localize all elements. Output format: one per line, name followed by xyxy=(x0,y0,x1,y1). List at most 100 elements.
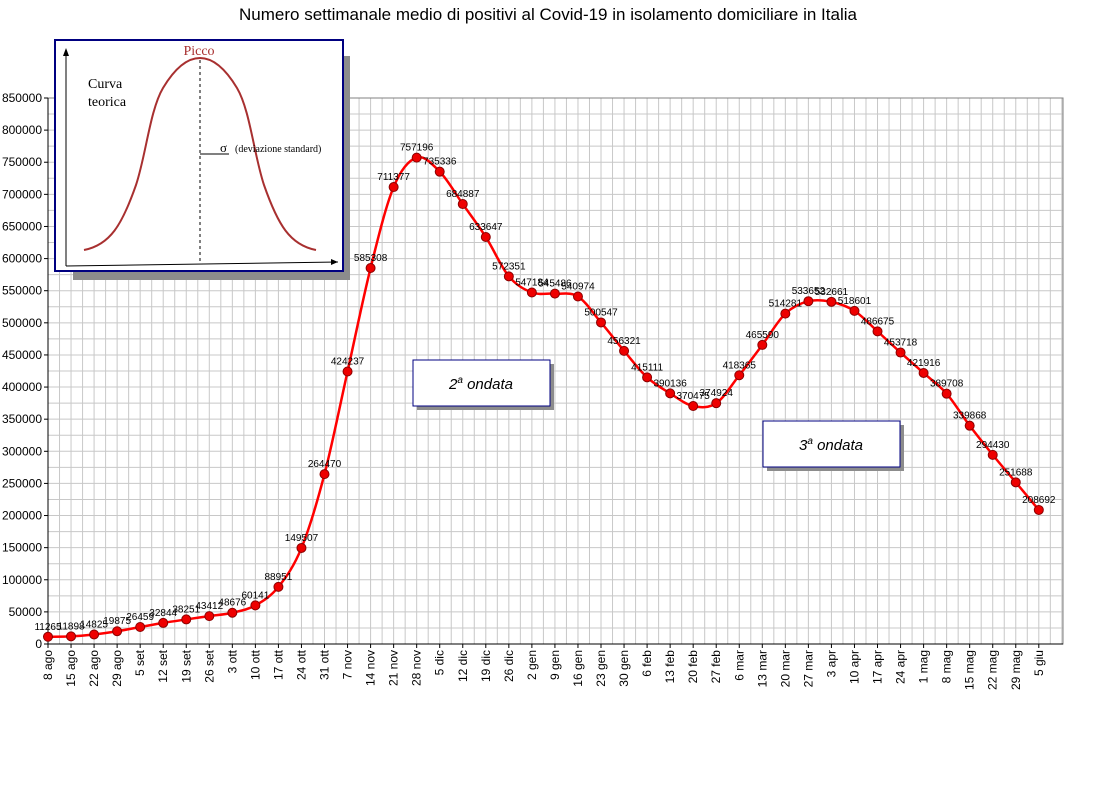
x-tick-label: 13 feb xyxy=(663,650,677,684)
data-point xyxy=(434,166,445,177)
data-label: 339868 xyxy=(953,411,987,422)
data-point xyxy=(734,370,745,381)
y-tick-label: 50000 xyxy=(9,605,43,619)
data-point xyxy=(895,347,906,358)
data-labels: 1126511898148251987526459328443825143412… xyxy=(34,143,1055,633)
data-label: 453718 xyxy=(884,338,918,349)
data-point xyxy=(711,398,722,409)
data-label: 465590 xyxy=(746,330,780,341)
inset-sigma-symbol: σ xyxy=(220,140,227,155)
data-label: 14825 xyxy=(80,619,108,630)
data-label: 43412 xyxy=(195,601,223,612)
data-point xyxy=(319,469,330,480)
x-tick-label: 31 ott xyxy=(318,649,332,680)
data-point xyxy=(273,581,284,592)
inset-peak-label: Picco xyxy=(183,44,214,59)
data-label: 389708 xyxy=(930,379,964,390)
data-label: 48676 xyxy=(218,598,246,609)
data-label: 456321 xyxy=(607,336,641,347)
data-point xyxy=(43,631,53,642)
data-point xyxy=(964,420,975,431)
data-label: 421916 xyxy=(907,358,941,369)
x-tick-label: 20 feb xyxy=(686,650,700,684)
y-tick-label: 800000 xyxy=(2,123,42,137)
x-tick-label: 10 ott xyxy=(248,649,262,680)
data-label: 533652 xyxy=(792,286,826,297)
x-tick-label: 5 set xyxy=(133,649,147,676)
x-tick-label: 5 giu xyxy=(1032,650,1046,676)
data-point xyxy=(204,611,215,622)
data-label: 547184 xyxy=(515,278,549,289)
y-tick-label: 250000 xyxy=(2,476,42,490)
y-tick-label: 100000 xyxy=(2,573,42,587)
x-tick-label: 27 feb xyxy=(709,650,723,684)
data-label: 11898 xyxy=(58,621,86,632)
data-point xyxy=(826,296,837,307)
data-label: 38251 xyxy=(172,604,200,615)
data-point xyxy=(388,182,399,193)
y-tick-label: 700000 xyxy=(2,187,42,201)
annotation-third-wave: 3a ondata xyxy=(762,420,904,471)
inset-sigma-label: (deviazione standard) xyxy=(235,144,321,155)
x-tick-label: 19 set xyxy=(179,649,193,682)
inset-curve-label-1: Curva xyxy=(88,77,123,92)
data-label: 540974 xyxy=(561,282,595,293)
inset-theoretical-curve: Picco Curva teorica σ (deviazione standa… xyxy=(54,39,350,280)
data-label: 19875 xyxy=(103,616,131,627)
data-label: 208692 xyxy=(1022,495,1056,506)
data-label: 757196 xyxy=(400,143,434,154)
y-tick-label: 650000 xyxy=(2,219,42,233)
data-point xyxy=(872,326,883,337)
data-point xyxy=(135,622,146,633)
data-label: 374924 xyxy=(700,388,734,399)
x-tick-label: 8 ago xyxy=(41,650,55,680)
x-tick-label: 23 gen xyxy=(594,650,608,687)
x-tick-label: 27 mar xyxy=(801,650,815,687)
data-point xyxy=(296,542,307,553)
data-point xyxy=(596,317,607,328)
data-label: 11265 xyxy=(34,622,62,633)
data-point xyxy=(918,367,929,378)
x-tick-label: 9 gen xyxy=(548,650,562,680)
x-tick-label: 12 dic xyxy=(456,650,470,682)
x-tick-label: 10 apr xyxy=(847,650,861,684)
x-tick-label: 21 nov xyxy=(387,650,401,686)
x-tick-label: 1 mag xyxy=(917,650,931,683)
data-point xyxy=(181,614,192,625)
data-point xyxy=(250,600,261,611)
data-label: 415111 xyxy=(631,362,663,373)
y-tick-label: 450000 xyxy=(2,348,42,362)
inset-bell-curve xyxy=(83,56,317,251)
x-tick-label: 3 ott xyxy=(225,649,239,673)
y-axis: 0 50000 100000 150000 200000 250000 300000 3500… xyxy=(2,91,49,651)
data-label: 88951 xyxy=(265,572,293,583)
data-label: 370475 xyxy=(676,391,710,402)
data-label: 633647 xyxy=(469,222,503,233)
x-tick-label: 20 mar xyxy=(778,650,792,687)
x-tick-label: 6 mar xyxy=(732,650,746,681)
x-tick-label: 24 ott xyxy=(294,649,308,680)
data-label: 514281 xyxy=(769,299,803,310)
x-tick-label: 17 apr xyxy=(871,650,885,684)
data-point xyxy=(503,271,514,282)
x-tick-label: 26 set xyxy=(202,649,216,682)
x-tick-label: 16 gen xyxy=(571,650,585,687)
x-tick-label: 13 mar xyxy=(755,650,769,687)
x-tick-label: 28 nov xyxy=(410,650,424,686)
data-point xyxy=(803,296,814,307)
data-label: 684887 xyxy=(446,189,480,200)
data-point xyxy=(849,305,860,316)
data-point xyxy=(526,287,537,298)
x-tick-label: 3 apr xyxy=(824,650,838,677)
data-point xyxy=(112,626,123,637)
y-tick-label: 300000 xyxy=(2,444,42,458)
data-point xyxy=(89,629,100,640)
x-tick-label: 30 gen xyxy=(617,650,631,687)
data-label: 711377 xyxy=(377,172,410,183)
y-tick-label: 600000 xyxy=(2,252,42,266)
data-label: 572351 xyxy=(492,261,526,272)
x-tick-label: 14 nov xyxy=(364,650,378,686)
data-point xyxy=(757,339,768,350)
data-label: 518601 xyxy=(838,296,872,307)
